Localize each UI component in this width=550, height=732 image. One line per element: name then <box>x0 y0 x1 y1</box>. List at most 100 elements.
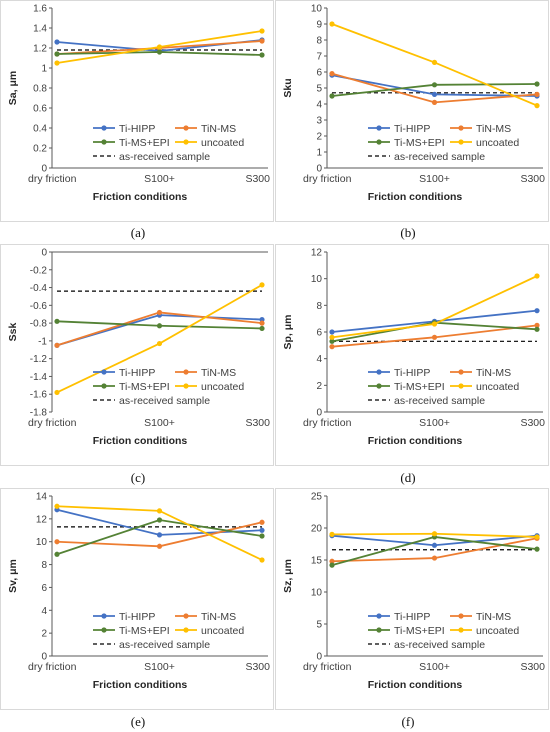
data-point <box>431 91 438 97</box>
data-point <box>54 551 60 557</box>
legend-label: Ti-MS+EPI <box>394 625 445 637</box>
y-tick-label: 2 <box>316 381 322 392</box>
data-point <box>259 557 265 563</box>
legend-swatch-marker <box>101 613 107 619</box>
legend-label: as-received sample <box>119 395 210 407</box>
legend-swatch-marker <box>183 627 189 633</box>
panel-f: 0 5 10 15 20 25 dry friction S100+ S300 Friction … <box>275 488 550 715</box>
legend-swatch-marker <box>101 139 107 145</box>
caption-c: (c) <box>130 470 146 485</box>
legend-swatch-marker <box>101 383 107 389</box>
data-point <box>156 517 163 523</box>
x-tick-label: S300 <box>245 417 270 429</box>
panel-e: 0 2 4 6 8 10 12 14 dry friction S100+ S300 Friction… <box>0 488 275 715</box>
y-tick-label: 10 <box>311 588 323 599</box>
y-tick-label: -0.8 <box>30 319 48 330</box>
y-tick-label: 8 <box>316 301 322 312</box>
data-point <box>259 28 265 34</box>
legend-swatch-marker <box>101 627 107 633</box>
legend-label: TiN-MS <box>201 611 236 623</box>
legend-label: Ti-HIPP <box>119 123 155 135</box>
x-tick-label: S100+ <box>419 173 450 185</box>
y-tick-label: 5 <box>316 84 322 95</box>
x-tick-label: dry friction <box>303 173 352 185</box>
data-point <box>534 322 540 328</box>
data-point <box>534 534 540 540</box>
y-tick-label: 4 <box>316 354 322 365</box>
y-tick-label: 1 <box>41 64 47 75</box>
legend-swatch-marker <box>101 125 107 131</box>
data-point <box>259 527 265 533</box>
legend-swatch-marker <box>458 383 464 389</box>
y-tick-label: 20 <box>311 524 323 535</box>
data-point <box>156 508 163 514</box>
y-tick-label: 14 <box>36 492 48 503</box>
x-tick-label: dry friction <box>303 661 352 673</box>
legend-label: uncoated <box>476 381 519 393</box>
y-tick-label: -1 <box>38 336 47 347</box>
data-point <box>534 326 540 332</box>
legend: Ti-HIPP TiN-MS Ti-MS+EPI uncoated as-receive… <box>368 123 519 163</box>
panel-d: 0 2 4 6 8 10 12 dry friction S100+ S300 Friction c… <box>275 244 550 471</box>
y-axis-title: Sa, μm <box>7 71 19 105</box>
data-point <box>156 323 163 329</box>
legend-label: TiN-MS <box>201 123 236 135</box>
legend-label: Ti-HIPP <box>394 367 430 379</box>
data-point <box>534 81 540 87</box>
data-point <box>534 546 540 552</box>
y-tick-label: 8 <box>316 36 322 47</box>
data-point <box>431 321 438 327</box>
legend-label: uncoated <box>476 137 519 149</box>
data-point <box>329 531 335 537</box>
legend-label: uncoated <box>201 381 244 393</box>
data-point <box>329 562 335 568</box>
y-tick-label: 0.6 <box>33 104 47 115</box>
y-tick-label: -1.6 <box>30 390 48 401</box>
data-point <box>259 316 265 323</box>
y-tick-label: 0 <box>316 164 322 175</box>
data-point <box>259 325 265 332</box>
legend-label: as-received sample <box>394 395 485 407</box>
legend-label: Ti-MS+EPI <box>119 137 170 149</box>
data-point <box>54 318 60 324</box>
y-tick-label: 4 <box>41 606 47 617</box>
legend-label: as-received sample <box>119 639 210 651</box>
y-tick-label: -1.2 <box>30 354 48 365</box>
legend-label: Ti-MS+EPI <box>394 137 445 149</box>
data-point <box>431 531 438 537</box>
x-tick-label: S100+ <box>144 661 175 673</box>
data-point <box>259 282 265 288</box>
y-tick-label: 1.6 <box>33 4 47 15</box>
x-tick-label: S100+ <box>419 417 450 429</box>
y-tick-label: 0 <box>41 652 47 663</box>
y-tick-label: 0.2 <box>33 144 47 155</box>
x-tick-label: dry friction <box>28 417 77 429</box>
y-tick-label: 6 <box>316 68 322 79</box>
caption-b: (b) <box>400 225 416 240</box>
y-tick-label: 10 <box>311 4 323 15</box>
x-tick-label: S100+ <box>144 417 175 429</box>
caption-e: (e) <box>130 714 146 729</box>
legend: Ti-HIPP TiN-MS Ti-MS+EPI uncoated as-receive… <box>368 367 519 407</box>
legend-label: TiN-MS <box>201 367 236 379</box>
y-tick-label: 15 <box>311 556 323 567</box>
y-tick-label: 10 <box>36 537 48 548</box>
data-point <box>259 38 265 44</box>
legend-label: Ti-HIPP <box>119 611 155 623</box>
x-tick-label: S100+ <box>419 661 450 673</box>
legend: Ti-HIPP TiN-MS Ti-MS+EPI uncoated as-receive… <box>93 367 244 407</box>
y-tick-label: 1.4 <box>33 24 47 35</box>
y-tick-label: 3 <box>316 116 322 127</box>
panel-c: -1.8 -1.6 -1.4 -1.2 -1 -0.8 -0.6 -0.4 -0.2 0 dry f… <box>0 244 275 471</box>
caption-d: (d) <box>400 470 416 485</box>
legend-label: Ti-MS+EPI <box>119 625 170 637</box>
legend: Ti-HIPP TiN-MS Ti-MS+EPI uncoated as-receive… <box>93 611 244 651</box>
x-tick-label: S300 <box>520 417 545 429</box>
legend-label: TiN-MS <box>476 367 511 379</box>
chart-frame <box>275 0 549 222</box>
x-axis-title: Friction conditions <box>368 191 463 203</box>
legend-label: Ti-MS+EPI <box>394 381 445 393</box>
chart-f-svg: 0 5 10 15 20 25 dry friction S100+ S300 Friction … <box>275 488 549 710</box>
x-tick-label: S100+ <box>144 173 175 185</box>
